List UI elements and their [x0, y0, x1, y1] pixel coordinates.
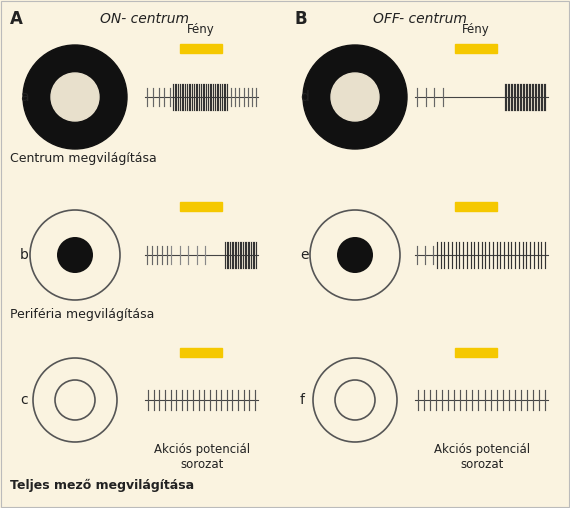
Bar — [455, 44, 497, 53]
Text: b: b — [20, 248, 29, 262]
Bar — [455, 202, 497, 211]
Text: Akciós potenciál
sorozat: Akciós potenciál sorozat — [154, 443, 250, 471]
Circle shape — [310, 210, 400, 300]
Text: c: c — [20, 393, 27, 407]
Text: Fény: Fény — [462, 23, 490, 36]
Bar — [180, 202, 222, 211]
Circle shape — [313, 358, 397, 442]
Text: OFF- centrum: OFF- centrum — [373, 12, 467, 26]
Circle shape — [51, 73, 99, 121]
Bar — [455, 348, 497, 357]
Text: a: a — [20, 90, 28, 104]
Text: f: f — [300, 393, 305, 407]
Text: d: d — [300, 90, 309, 104]
Bar — [180, 44, 222, 53]
Text: Periféria megvilágítása: Periféria megvilágítása — [10, 308, 154, 321]
Text: A: A — [10, 10, 23, 28]
Bar — [180, 348, 222, 357]
Text: e: e — [300, 248, 308, 262]
Text: B: B — [295, 10, 308, 28]
Circle shape — [33, 358, 117, 442]
Circle shape — [23, 45, 127, 149]
Circle shape — [55, 380, 95, 420]
Circle shape — [335, 380, 375, 420]
Text: Fény: Fény — [187, 23, 215, 36]
Circle shape — [337, 237, 373, 273]
Text: Akciós potenciál
sorozat: Akciós potenciál sorozat — [434, 443, 530, 471]
Text: Teljes mező megvilágítása: Teljes mező megvilágítása — [10, 479, 194, 492]
Circle shape — [303, 45, 407, 149]
Circle shape — [30, 210, 120, 300]
Circle shape — [57, 237, 93, 273]
Text: ON- centrum: ON- centrum — [100, 12, 189, 26]
Circle shape — [331, 73, 379, 121]
Text: Centrum megvilágítása: Centrum megvilágítása — [10, 152, 157, 165]
